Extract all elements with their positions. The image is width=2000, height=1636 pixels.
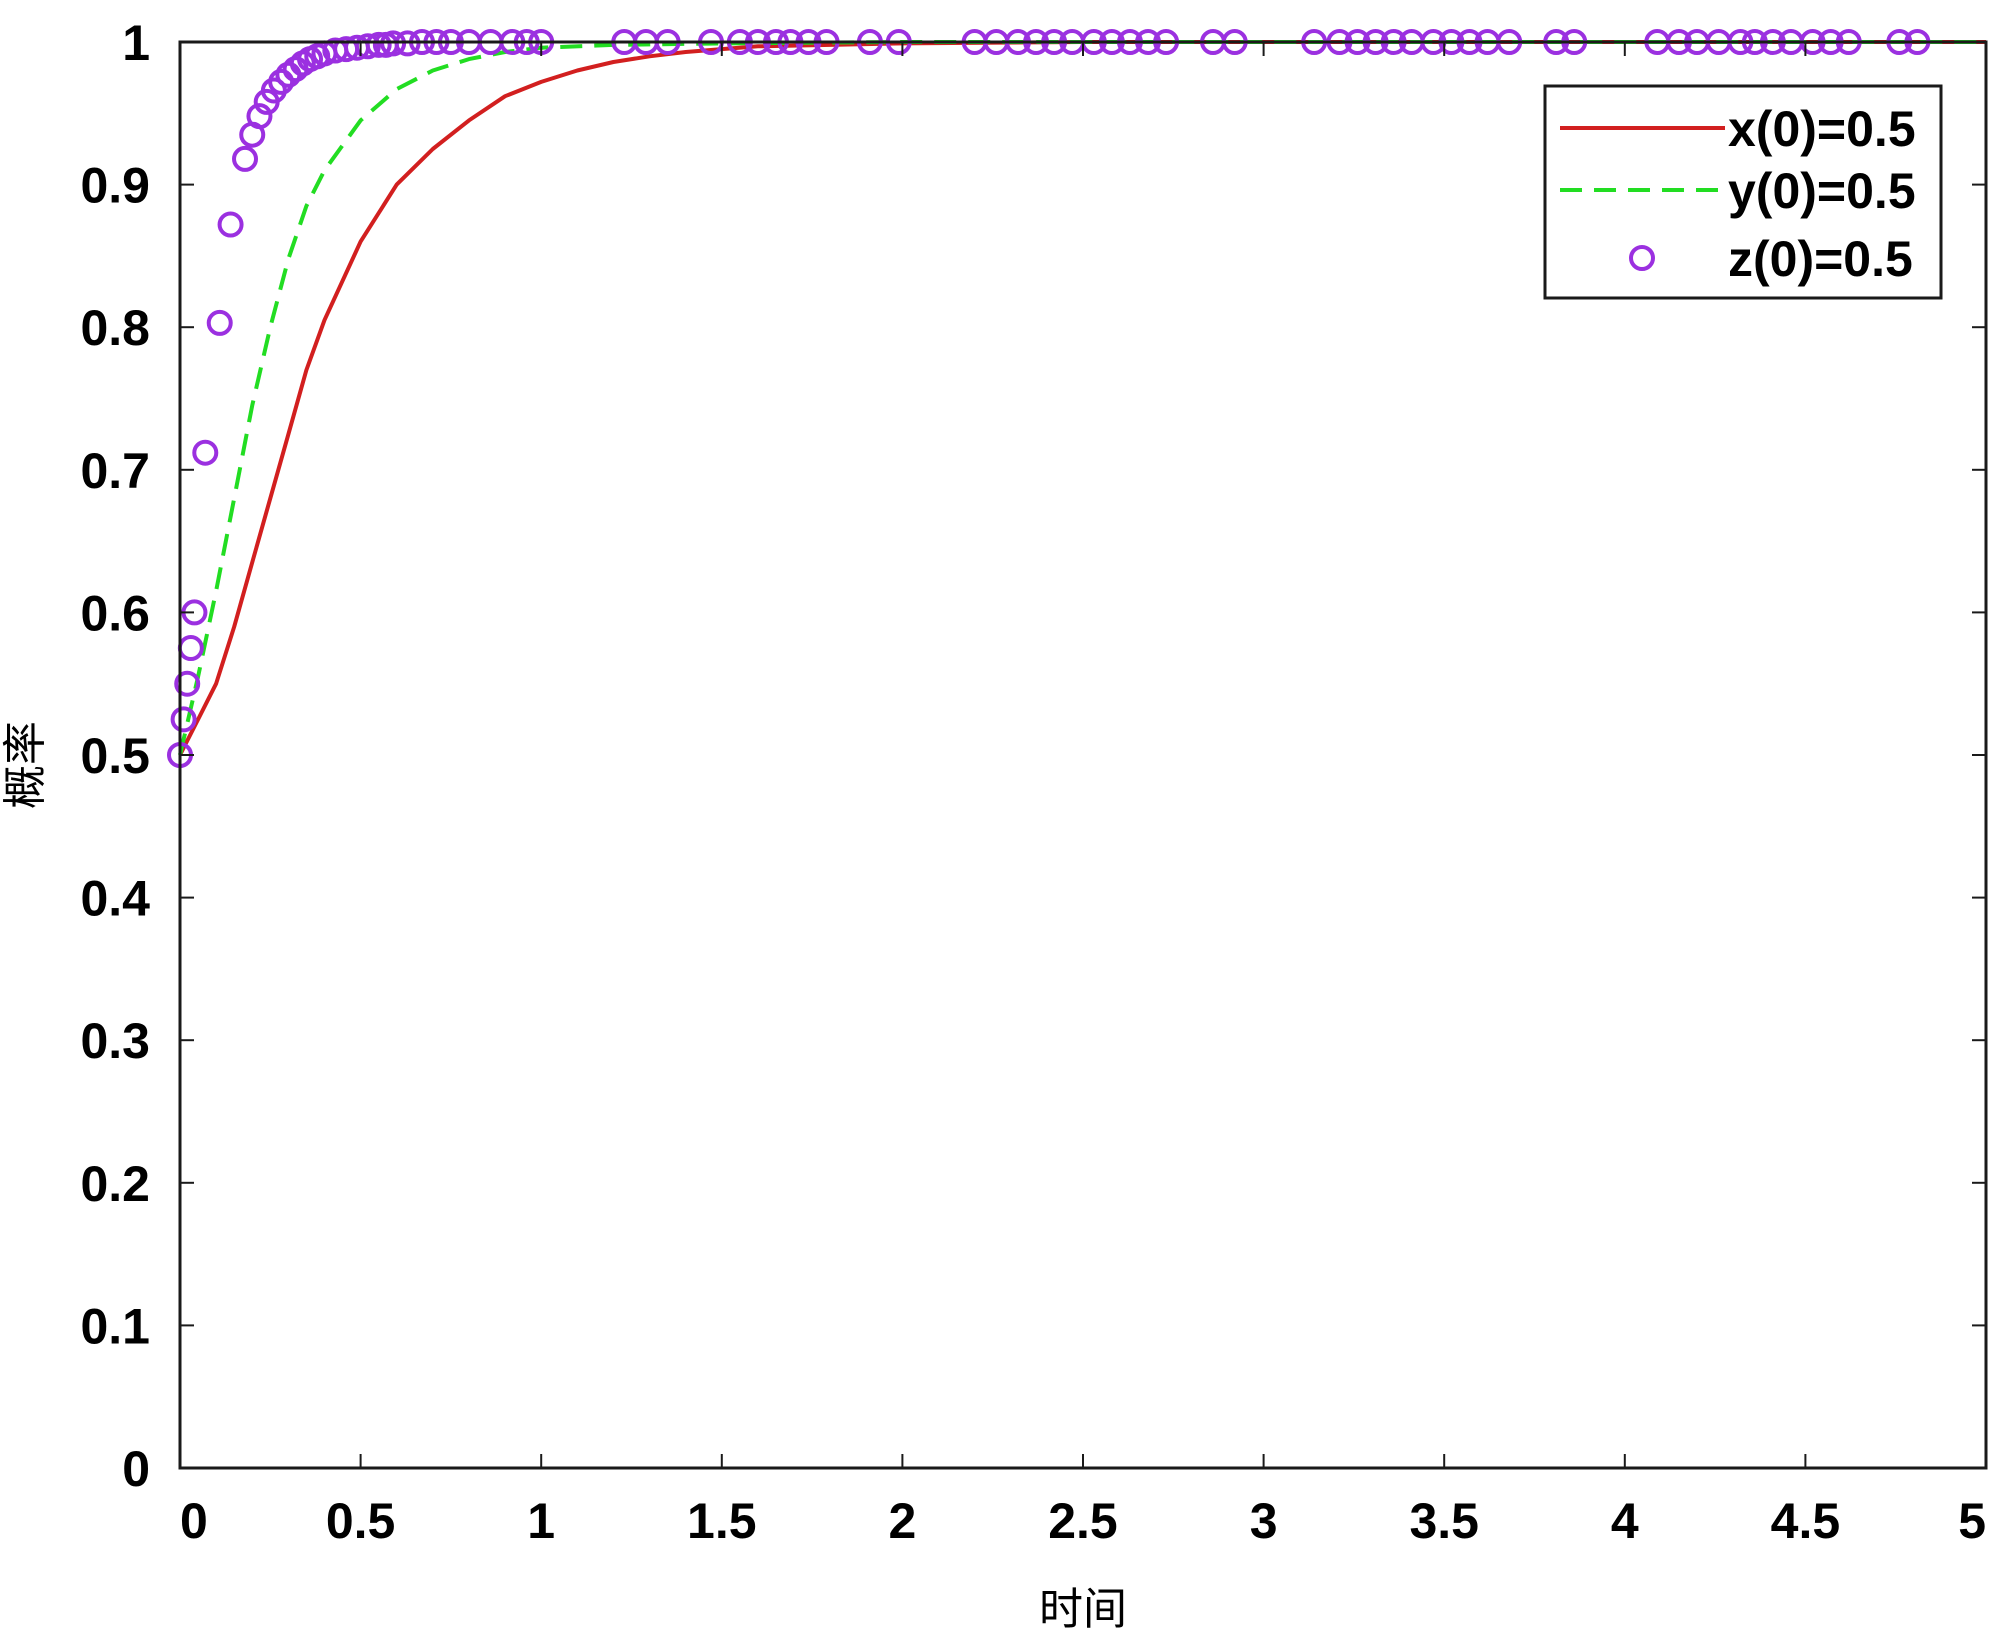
y-tick-label: 0.4 xyxy=(80,871,150,927)
series-z-point xyxy=(268,68,295,95)
legend-marker-z xyxy=(1629,245,1655,271)
y-axis-title: 概率 xyxy=(0,721,51,809)
series-z-point xyxy=(217,211,244,238)
x-tick-label: 0.5 xyxy=(326,1493,396,1549)
x-tick-label: 2.5 xyxy=(1048,1493,1118,1549)
series-z-point xyxy=(246,103,273,130)
x-tick-label: 1 xyxy=(527,1493,555,1549)
series-z-point xyxy=(206,309,233,336)
legend-label-x: x(0)=0.5 xyxy=(1728,101,1916,157)
y-tick-label: 1 xyxy=(122,15,150,71)
x-tick-label: 3.5 xyxy=(1409,1493,1479,1549)
series-z-point xyxy=(354,33,381,60)
y-tick-label: 0.6 xyxy=(80,585,150,641)
y-tick-label: 0.2 xyxy=(80,1156,150,1212)
series-z-point xyxy=(365,31,392,58)
x-tick-label: 0 xyxy=(180,1493,208,1549)
x-tick-label: 4.5 xyxy=(1771,1493,1841,1549)
x-tick-label: 2 xyxy=(888,1493,916,1549)
series-z-point xyxy=(192,439,219,466)
legend-label-z: z(0)=0.5 xyxy=(1728,231,1913,287)
y-tick-label: 0 xyxy=(122,1441,150,1497)
y-tick-label: 0.9 xyxy=(80,158,150,214)
series-z-point xyxy=(170,706,197,733)
x-tick-label: 5 xyxy=(1958,1493,1986,1549)
plot-frame xyxy=(178,40,1988,1470)
legend-label-y: y(0)=0.5 xyxy=(1728,163,1916,219)
x-tick-label: 3 xyxy=(1250,1493,1278,1549)
y-tick-label: 0.8 xyxy=(80,300,150,356)
x-tick-label: 1.5 xyxy=(687,1493,757,1549)
y-tick-label: 0.7 xyxy=(80,443,150,499)
x-axis-title: 时间 xyxy=(1039,1584,1127,1635)
legend: x(0)=0.5 y(0)=0.5 z(0)=0.5 xyxy=(1543,84,1943,300)
y-tick-label: 0.5 xyxy=(80,728,150,784)
tick-layer: 0 0.5 1 1.5 2 2.5 3 3.5 4 4.5 5 0 0.1 0.2 0.3 0.4 0.5 0.6… xyxy=(80,15,1987,1549)
y-tick-label: 0.3 xyxy=(80,1013,150,1069)
x-tick-label: 4 xyxy=(1611,1493,1639,1549)
y-tick-label: 0.1 xyxy=(80,1298,150,1354)
series-z-point xyxy=(232,145,259,172)
series-z-point xyxy=(174,670,201,697)
